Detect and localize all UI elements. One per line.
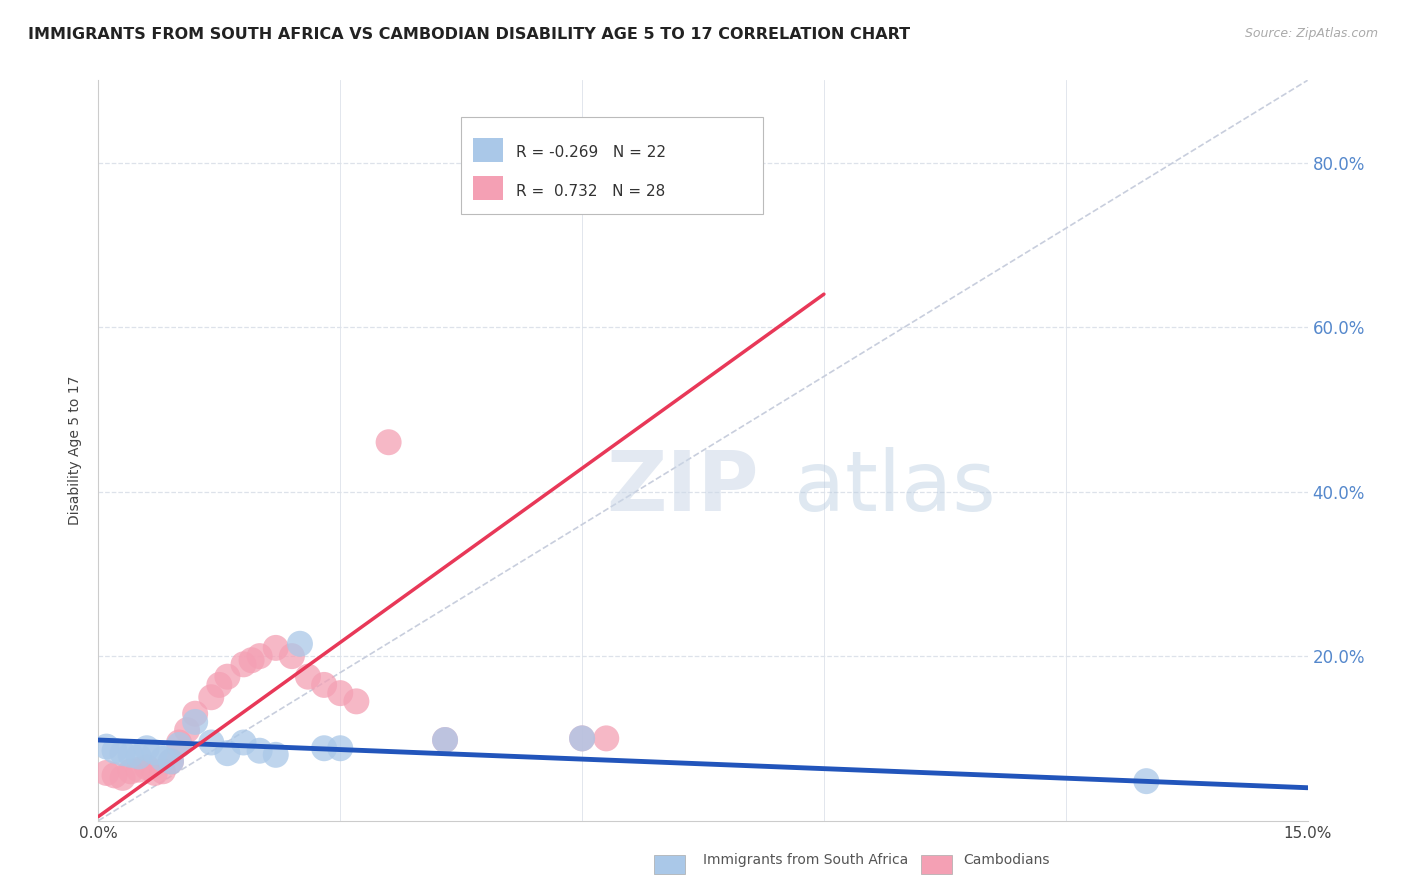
- FancyBboxPatch shape: [474, 176, 503, 200]
- Point: [103, 768, 125, 782]
- Point: [128, 749, 150, 764]
- Point: [111, 771, 134, 785]
- Point: [344, 694, 367, 708]
- Point: [329, 686, 352, 700]
- Point: [377, 435, 399, 450]
- Text: R =  0.732   N = 28: R = 0.732 N = 28: [516, 184, 665, 199]
- FancyBboxPatch shape: [461, 118, 763, 213]
- Point: [167, 735, 190, 749]
- FancyBboxPatch shape: [474, 137, 503, 161]
- Text: Source: ZipAtlas.com: Source: ZipAtlas.com: [1244, 27, 1378, 40]
- Point: [1135, 774, 1157, 789]
- Point: [160, 755, 183, 769]
- Point: [120, 747, 142, 762]
- Point: [232, 735, 254, 749]
- Point: [571, 731, 593, 746]
- Y-axis label: Disability Age 5 to 17: Disability Age 5 to 17: [69, 376, 83, 525]
- Text: ZIP: ZIP: [606, 447, 759, 528]
- Point: [152, 752, 174, 766]
- Point: [176, 723, 198, 738]
- Point: [595, 731, 617, 746]
- Point: [217, 670, 239, 684]
- Point: [329, 741, 352, 756]
- Point: [200, 735, 222, 749]
- Text: Immigrants from South Africa: Immigrants from South Africa: [703, 853, 908, 867]
- Text: IMMIGRANTS FROM SOUTH AFRICA VS CAMBODIAN DISABILITY AGE 5 TO 17 CORRELATION CHA: IMMIGRANTS FROM SOUTH AFRICA VS CAMBODIA…: [28, 27, 910, 42]
- Point: [152, 764, 174, 779]
- Point: [571, 731, 593, 746]
- Point: [240, 653, 263, 667]
- Point: [96, 766, 118, 780]
- Point: [96, 739, 118, 754]
- Point: [232, 657, 254, 672]
- Point: [120, 764, 142, 779]
- Point: [103, 744, 125, 758]
- Point: [288, 637, 311, 651]
- Point: [111, 746, 134, 760]
- Point: [314, 678, 336, 692]
- Text: Cambodians: Cambodians: [963, 853, 1050, 867]
- Point: [184, 706, 207, 721]
- Point: [281, 649, 304, 664]
- Point: [160, 755, 183, 769]
- Point: [200, 690, 222, 705]
- Point: [184, 714, 207, 729]
- Point: [249, 744, 271, 758]
- Point: [217, 746, 239, 760]
- Point: [143, 766, 166, 780]
- Point: [249, 649, 271, 664]
- Point: [143, 745, 166, 759]
- Point: [434, 733, 457, 747]
- Point: [314, 741, 336, 756]
- Text: R = -0.269   N = 22: R = -0.269 N = 22: [516, 145, 665, 161]
- Point: [128, 763, 150, 777]
- Point: [434, 733, 457, 747]
- Point: [208, 678, 231, 692]
- Text: atlas: atlas: [793, 447, 995, 528]
- Point: [167, 738, 190, 752]
- Point: [264, 747, 287, 762]
- Point: [135, 741, 157, 756]
- Point: [297, 670, 319, 684]
- Point: [135, 760, 157, 774]
- Point: [264, 640, 287, 655]
